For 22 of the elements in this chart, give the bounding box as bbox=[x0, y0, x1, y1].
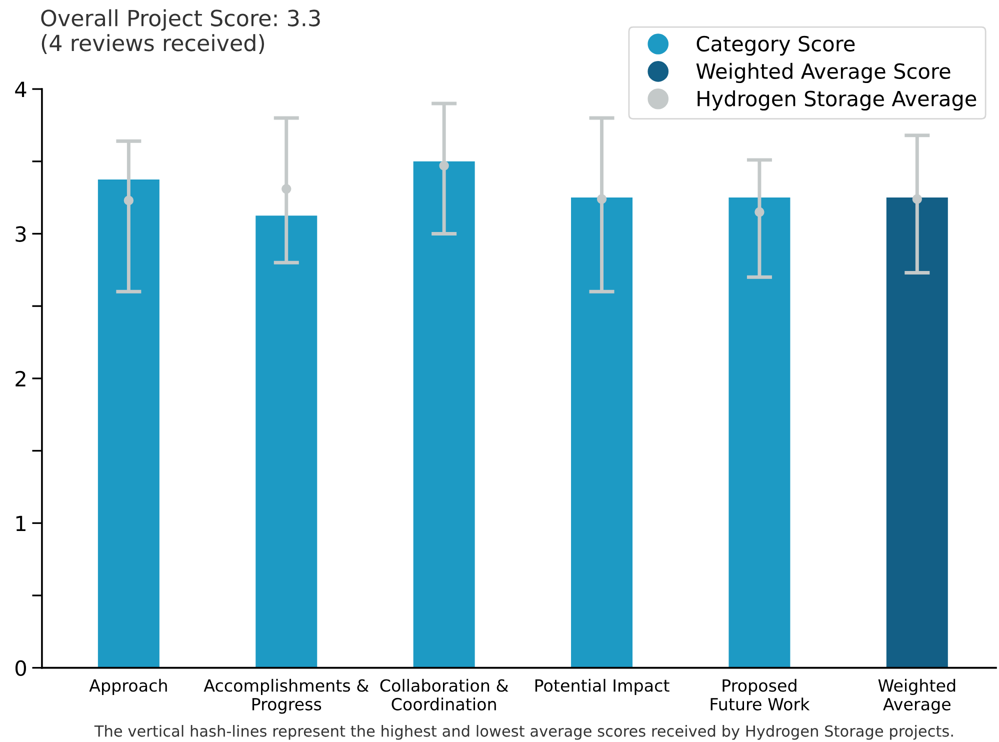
point bbox=[124, 196, 134, 206]
y-tick-label: 1 bbox=[16, 516, 26, 532]
x-tick-label: Weighted Average bbox=[878, 678, 956, 714]
y-tick-label: 2 bbox=[16, 370, 26, 386]
point bbox=[282, 184, 292, 194]
legend-label: Hydrogen Storage Average bbox=[698, 90, 976, 111]
x-tick-label: Potential Impact bbox=[535, 678, 670, 696]
point bbox=[439, 160, 449, 171]
y-tick-label: 0 bbox=[15, 660, 26, 676]
point bbox=[754, 207, 764, 217]
chart-title: Overall Project Score: 3.3 (4 reviews received) bbox=[41, 9, 320, 54]
x-tick-label: Proposed Future Work bbox=[710, 678, 810, 710]
y-tick-label: 4 bbox=[15, 82, 26, 97]
legend-label: Category Score bbox=[696, 36, 855, 56]
text: The vertical hash-lines represent the highest and lowest average scores received by Hydrogen Storage projects. bbox=[94, 724, 953, 740]
x-tick-label: Accomplishments & Progress bbox=[204, 678, 369, 714]
x-tick-label: Approach bbox=[89, 678, 167, 696]
y-tick-label: 3 bbox=[16, 226, 26, 242]
x-tick-label: Collaboration & Coordination bbox=[380, 678, 508, 710]
legend-label: Weighted Average Score bbox=[696, 62, 950, 84]
point bbox=[912, 194, 922, 204]
point bbox=[596, 194, 607, 204]
